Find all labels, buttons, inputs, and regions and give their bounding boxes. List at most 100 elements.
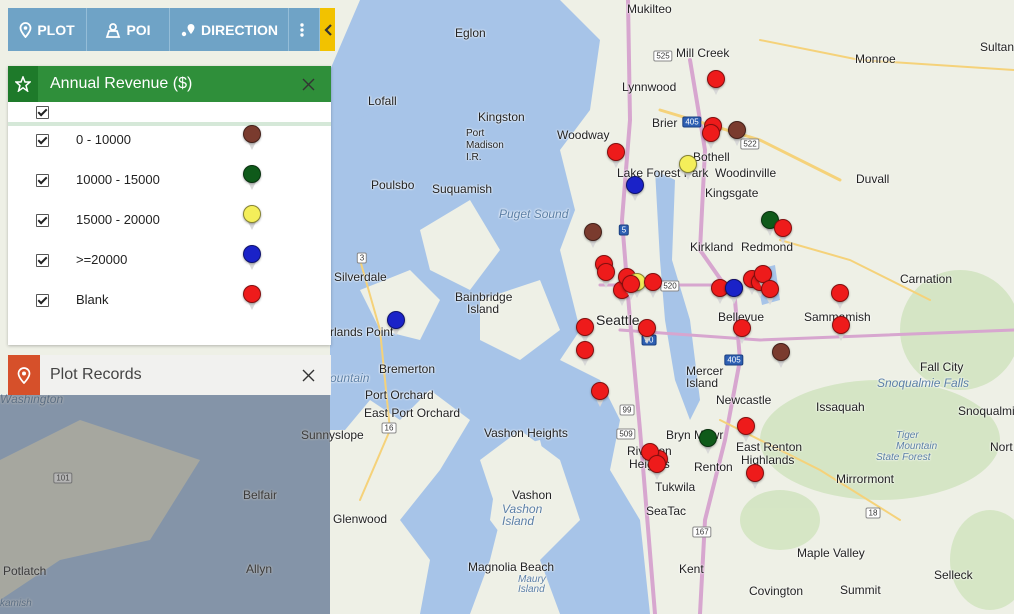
highway-shield: 405 — [682, 116, 702, 128]
map-marker-pin[interactable] — [760, 279, 780, 307]
legend-close-button[interactable] — [297, 73, 319, 95]
place-label: Maury — [518, 574, 546, 585]
legend-title: Annual Revenue ($) — [50, 75, 193, 92]
place-label: Maple Valley — [797, 546, 865, 560]
map-marker-pin[interactable] — [625, 175, 645, 203]
place-label: Port — [466, 128, 485, 139]
map-marker-pin[interactable] — [583, 222, 603, 250]
map-marker-pin[interactable] — [596, 262, 616, 290]
legend-item: >=20000 — [8, 245, 331, 292]
select-all-checkbox[interactable] — [36, 106, 49, 119]
legend-item: 10000 - 15000 — [8, 165, 331, 212]
place-label: Bremerton — [379, 362, 436, 376]
place-label: Magnolia Beach — [468, 560, 555, 574]
place-label: Bainbridge — [455, 290, 513, 304]
map-marker-pin[interactable] — [745, 463, 765, 491]
map-marker-pin[interactable] — [621, 274, 641, 302]
place-label: Suquamish — [432, 182, 493, 196]
place-label: Lynnwood — [622, 80, 677, 94]
poi-button[interactable]: POI — [87, 8, 170, 51]
map-marker-pin[interactable] — [575, 317, 595, 345]
place-label: Vashon — [512, 488, 552, 502]
legend-item-label: 15000 - 20000 — [76, 212, 160, 227]
place-label: Covington — [749, 584, 804, 598]
place-label: Kent — [679, 562, 704, 576]
place-label: Island — [518, 584, 545, 595]
place-label: Newcastle — [716, 393, 772, 407]
place-label: Fall City — [920, 360, 964, 374]
highway-shield: 16 — [381, 422, 397, 434]
map-marker-pin[interactable] — [647, 454, 667, 482]
legend-item-checkbox[interactable] — [36, 214, 49, 227]
place-label: Issaquah — [816, 400, 865, 414]
vertical-ellipsis-icon — [299, 22, 304, 37]
direction-button[interactable]: DIRECTION — [170, 8, 289, 51]
place-label: Selleck — [934, 568, 973, 582]
legend-item-checkbox[interactable] — [36, 134, 49, 147]
more-options-button[interactable] — [289, 8, 320, 51]
highway-shield: 405 — [724, 354, 744, 366]
poi-button-label: POI — [126, 21, 151, 38]
map-marker-pin[interactable] — [575, 340, 595, 368]
legend-pin-icon — [242, 124, 262, 152]
map-marker-pin[interactable] — [727, 120, 747, 148]
place-label: Renton — [694, 460, 733, 474]
place-label: Kingsgate — [705, 186, 759, 200]
map-marker-pin[interactable] — [830, 283, 850, 311]
place-label: I.R. — [466, 152, 482, 163]
place-label: Lofall — [368, 94, 397, 108]
place-label: Island — [686, 376, 719, 390]
place-label: Carnation — [900, 272, 953, 286]
map-marker-pin[interactable] — [771, 342, 791, 370]
close-icon — [302, 369, 314, 381]
location-pin-icon — [8, 355, 40, 395]
map-marker-pin[interactable] — [590, 381, 610, 409]
plot-records-close-button[interactable] — [297, 364, 319, 386]
map-marker-pin[interactable] — [386, 310, 406, 338]
map-marker-pin[interactable] — [643, 272, 663, 300]
place-label: East Renton — [736, 440, 803, 454]
highway-shield: 3 — [356, 252, 368, 264]
map-marker-pin[interactable] — [773, 218, 793, 246]
direction-button-label: DIRECTION — [201, 21, 278, 38]
place-label: Bellevue — [718, 310, 765, 324]
map-marker-pin[interactable] — [701, 123, 721, 151]
map-marker-pin[interactable] — [678, 154, 698, 182]
place-label: Potlatch — [3, 564, 47, 578]
place-label: Puget Sound — [499, 207, 569, 221]
place-label: Belfair — [243, 488, 278, 502]
legend-item-checkbox[interactable] — [36, 254, 49, 267]
highway-shield: 509 — [616, 428, 636, 440]
place-label: Allyn — [246, 562, 273, 576]
legend-item-checkbox[interactable] — [36, 174, 49, 187]
place-label: Tiger — [896, 430, 919, 441]
map-marker-pin[interactable] — [724, 278, 744, 306]
map-marker-pin[interactable] — [831, 315, 851, 343]
legend-pin-icon — [242, 284, 262, 312]
map-marker-pin[interactable] — [706, 69, 726, 97]
collapse-toolbar-button[interactable] — [320, 8, 335, 51]
map-marker-pin[interactable] — [637, 318, 657, 346]
place-label: Tukwila — [655, 480, 696, 494]
legend-item-checkbox[interactable] — [36, 294, 49, 307]
place-label: Brier — [652, 116, 678, 130]
place-label: Island — [467, 302, 500, 316]
place-label: Nort — [990, 440, 1013, 454]
map-marker-pin[interactable] — [698, 428, 718, 456]
panel-overlay — [0, 395, 330, 614]
place-label: State Forest — [876, 452, 931, 463]
map-marker-pin[interactable] — [606, 142, 626, 170]
place-label: Island — [502, 514, 535, 528]
place-label: Monroe — [855, 52, 896, 66]
plot-button[interactable]: PLOT — [8, 8, 87, 51]
map-toolbar: PLOT POI DIRECTION — [8, 8, 335, 51]
place-label: Snoqualmie Falls — [877, 376, 970, 390]
place-label: Mercer — [686, 364, 724, 378]
legend-item-label: >=20000 — [76, 252, 128, 267]
place-label: Eglon — [455, 26, 486, 40]
legend-header: Annual Revenue ($) — [8, 66, 331, 102]
highway-shield: 99 — [619, 404, 635, 416]
legend-pin-icon — [242, 244, 262, 272]
map-marker-pin[interactable] — [732, 318, 752, 346]
map-marker-pin[interactable] — [736, 416, 756, 444]
